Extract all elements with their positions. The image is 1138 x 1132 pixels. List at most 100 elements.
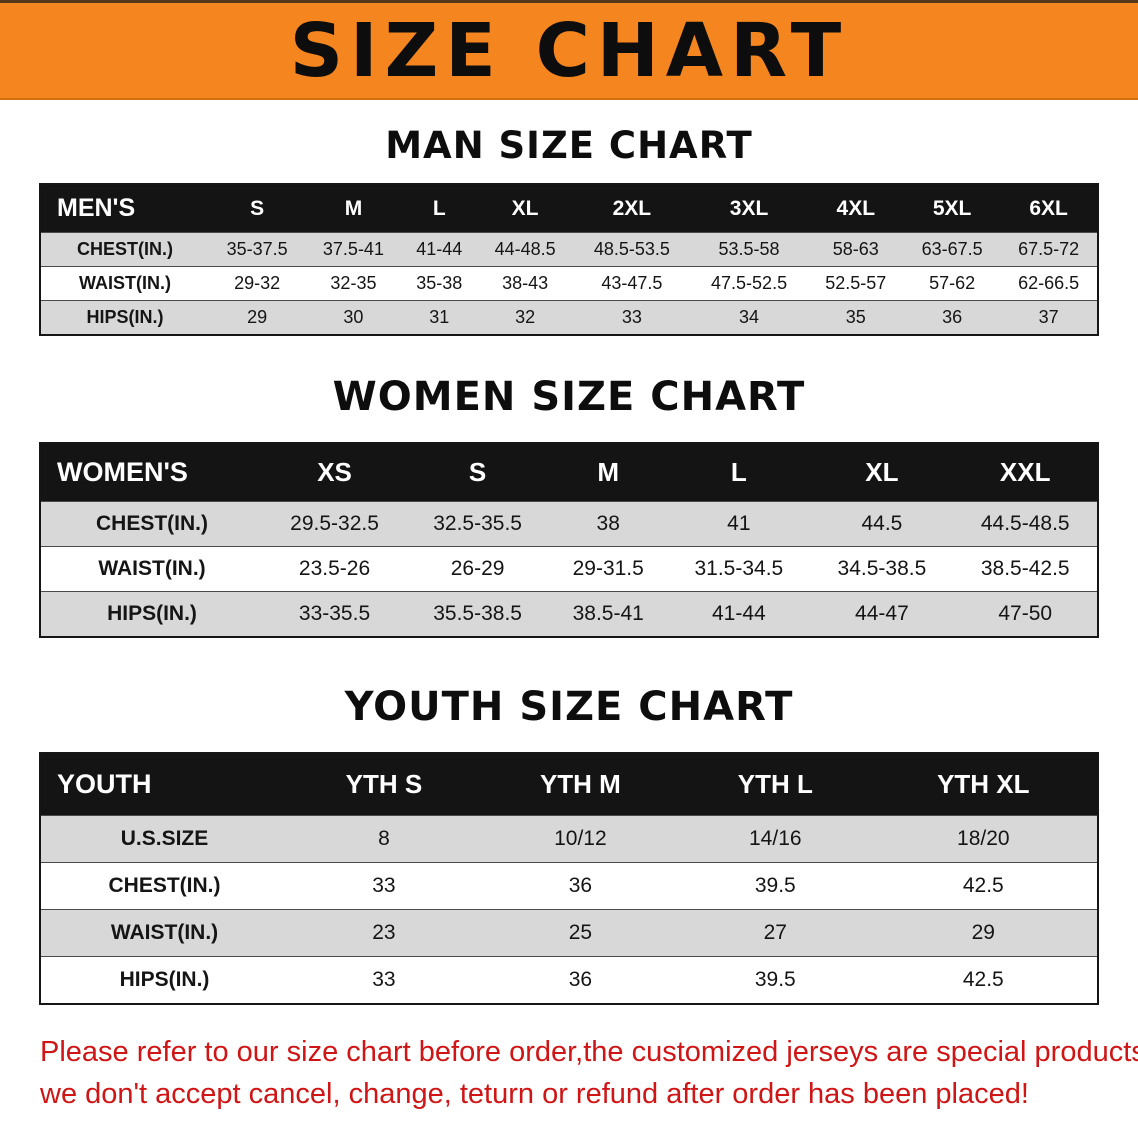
size-column-header: 4XL <box>807 184 904 233</box>
size-value-cell: 30 <box>343 307 364 327</box>
youth-size-table: YOUTH YTH S YTH M YTH L YTH XL U.S.SIZE 8 10/12… <box>39 752 1099 1005</box>
size-value-cell: 63-67.5 <box>921 239 983 259</box>
measurement-row: WAIST(IN.) 23.5-26 26-29 29-31.5 31.5-34.5 34… <box>40 546 1098 592</box>
size-column-header: L <box>667 443 811 502</box>
size-column-header: YTH M <box>479 753 681 816</box>
size-column-header: 6XL <box>1000 184 1098 233</box>
measurement-row-label: HIPS(IN.) <box>86 307 164 327</box>
measurement-row: HIPS(IN.) 33 36 39.5 42.5 <box>40 956 1098 1005</box>
youth-header-row: YOUTH YTH S YTH M YTH L YTH XL <box>40 753 1098 816</box>
disclaimer-line-2: we don't accept cancel, change, teturn o… <box>40 1078 1029 1111</box>
size-value-cell: 35-38 <box>416 273 463 293</box>
banner: SIZE CHART <box>0 0 1138 100</box>
size-value-cell: 33-35.5 <box>298 602 371 625</box>
size-value-cell: 32-35 <box>330 273 377 293</box>
size-value-cell: 44-48.5 <box>494 239 556 259</box>
women-size-table: WOMEN'S XS S M L XL XXL CHEST(IN.) 29.5-32.5 32.5… <box>39 442 1099 638</box>
measurement-row: WAIST(IN.) 29-32 32-35 35-38 38-43 43-47.5 47.… <box>40 266 1098 301</box>
size-value-cell: 47.5-52.5 <box>711 273 788 293</box>
size-value-cell: 35-37.5 <box>226 239 288 259</box>
size-value-cell: 42.5 <box>962 968 1004 991</box>
size-value-cell: 38-43 <box>502 273 549 293</box>
size-value-cell: 53.5-58 <box>718 239 780 259</box>
size-value-cell: 14/16 <box>749 827 802 850</box>
women-size-section: WOMEN SIZE CHART WOMEN'S XS S M L XL XXL CHEST(… <box>0 374 1138 638</box>
size-value-cell: 38.5-42.5 <box>980 557 1070 580</box>
size-value-cell: 52.5-57 <box>825 273 887 293</box>
measurement-row-label: WAIST(IN.) <box>98 557 206 580</box>
women-corner-label: WOMEN'S <box>40 443 263 502</box>
size-value-cell: 37.5-41 <box>322 239 384 259</box>
size-column-header: S <box>406 443 550 502</box>
measurement-row: HIPS(IN.) 33-35.5 35.5-38.5 38.5-41 41-44 44-… <box>40 591 1098 637</box>
size-value-cell: 58-63 <box>832 239 879 259</box>
measurement-row-label: CHEST(IN.) <box>108 874 221 897</box>
size-column-header: YTH L <box>680 753 870 816</box>
size-value-cell: 67.5-72 <box>1018 239 1080 259</box>
size-column-header: XL <box>476 184 574 233</box>
size-value-cell: 25 <box>568 921 593 944</box>
youth-size-section: YOUTH SIZE CHART YOUTH YTH S YTH M YTH L YTH… <box>0 684 1138 1005</box>
size-value-cell: 29.5-32.5 <box>290 512 379 535</box>
size-value-cell: 33 <box>372 874 396 897</box>
size-value-cell: 35 <box>845 307 866 327</box>
size-column-header: L <box>401 184 477 233</box>
size-column-header: M <box>305 184 402 233</box>
disclaimer-note: Please refer to our size chart before or… <box>40 1031 1138 1115</box>
men-section-heading: MAN SIZE CHART <box>385 124 753 167</box>
size-value-cell: 31.5-34.5 <box>694 557 784 580</box>
men-corner-label: MEN'S <box>40 184 209 233</box>
size-value-cell: 47-50 <box>998 602 1053 625</box>
women-header-row: WOMEN'S XS S M L XL XXL <box>40 443 1098 502</box>
youth-corner-label: YOUTH <box>40 753 288 816</box>
size-value-cell: 31 <box>429 307 450 327</box>
measurement-row-label: U.S.SIZE <box>120 827 209 850</box>
size-value-cell: 39.5 <box>754 874 796 897</box>
size-value-cell: 26-29 <box>450 557 505 580</box>
size-value-cell: 32 <box>515 307 536 327</box>
size-value-cell: 44-47 <box>855 602 909 625</box>
size-column-header: XS <box>263 443 407 502</box>
size-value-cell: 36 <box>942 307 963 327</box>
size-column-header: YTH S <box>288 753 480 816</box>
size-column-header: M <box>549 443 668 502</box>
size-value-cell: 29-31.5 <box>572 557 644 580</box>
disclaimer-line-1: Please refer to our size chart before or… <box>40 1036 1138 1068</box>
size-value-cell: 38 <box>596 512 620 535</box>
size-value-cell: 27 <box>763 921 787 944</box>
size-value-cell: 34 <box>739 307 760 327</box>
size-column-header: XXL <box>953 443 1098 502</box>
page-title: SIZE CHART <box>289 7 849 94</box>
size-value-cell: 43-47.5 <box>601 273 663 293</box>
size-column-header: S <box>209 184 306 233</box>
measurement-row-label: WAIST(IN.) <box>79 273 171 293</box>
size-value-cell: 33 <box>372 968 396 991</box>
youth-section-heading: YOUTH SIZE CHART <box>344 684 794 730</box>
size-value-cell: 37 <box>1038 307 1059 327</box>
measurement-row-label: HIPS(IN.) <box>107 602 197 625</box>
size-value-cell: 39.5 <box>754 968 796 991</box>
size-column-header: 3XL <box>690 184 808 233</box>
measurement-row-label: WAIST(IN.) <box>110 921 219 944</box>
men-size-table: MEN'S S M L XL 2XL 3XL 4XL 5XL 6XL CHEST(IN.) 35-37… <box>39 183 1099 336</box>
size-value-cell: 29-32 <box>234 273 281 293</box>
size-value-cell: 44.5-48.5 <box>980 512 1070 535</box>
size-value-cell: 18/20 <box>957 827 1010 850</box>
size-value-cell: 34.5-38.5 <box>837 557 927 580</box>
measurement-row: HIPS(IN.) 29 30 31 32 33 34 35 36 37 <box>40 300 1098 335</box>
women-section-heading: WOMEN SIZE CHART <box>332 374 806 420</box>
size-value-cell: 38.5-41 <box>572 602 644 625</box>
measurement-row: CHEST(IN.) 33 36 39.5 42.5 <box>40 862 1098 910</box>
size-value-cell: 33 <box>621 307 642 327</box>
size-value-cell: 8 <box>378 827 390 850</box>
measurement-row: U.S.SIZE 8 10/12 14/16 18/20 <box>40 815 1098 863</box>
size-value-cell: 29 <box>247 307 268 327</box>
measurement-row-label: CHEST(IN.) <box>96 512 208 535</box>
size-value-cell: 62-66.5 <box>1018 273 1080 293</box>
size-value-cell: 41-44 <box>416 239 463 259</box>
size-column-header: 5XL <box>903 184 1001 233</box>
size-value-cell: 35.5-38.5 <box>433 602 522 625</box>
men-size-section: MAN SIZE CHART MEN'S S M L XL 2XL 3XL 4XL 5XL 6XL… <box>0 124 1138 336</box>
size-value-cell: 41 <box>727 512 751 535</box>
